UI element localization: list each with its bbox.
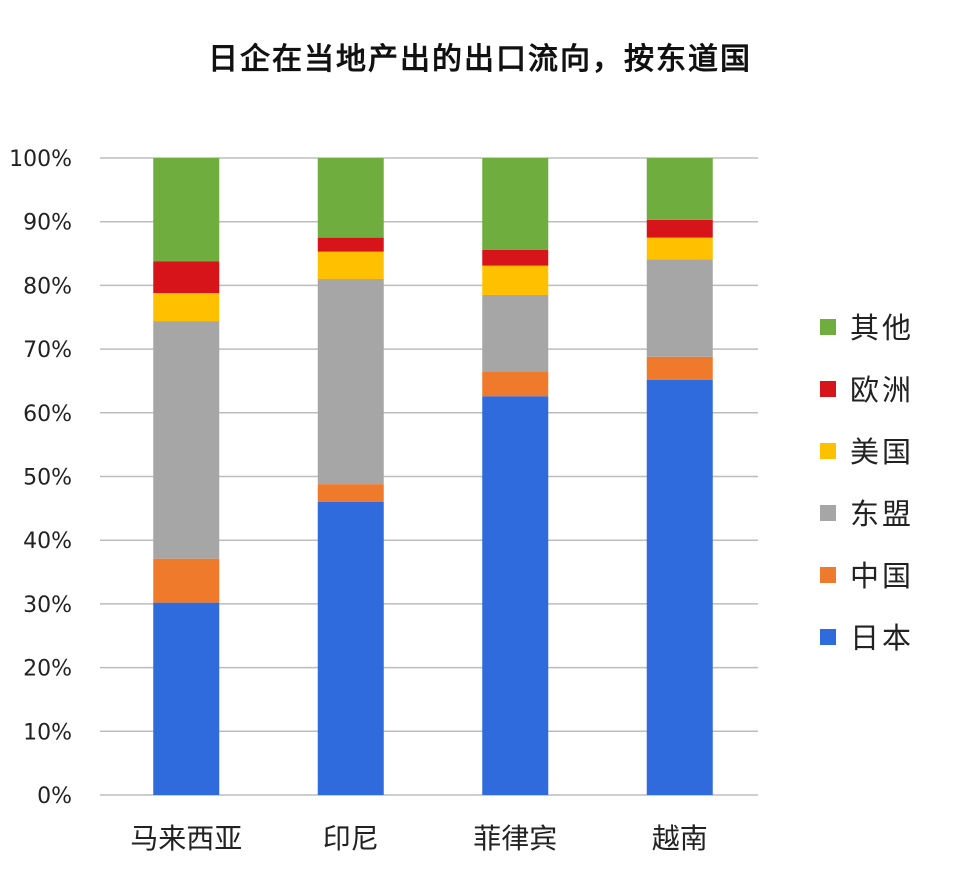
bar-segment (153, 261, 220, 294)
x-category-label: 菲律宾 (473, 822, 557, 855)
bar-segment (317, 158, 384, 238)
bar-segment (317, 251, 384, 280)
bar-segment (317, 279, 384, 485)
bar-segment (482, 294, 549, 372)
legend-label: 东盟 (850, 497, 914, 531)
bar-segment (646, 158, 713, 220)
bar-segment (317, 484, 384, 502)
bar-segment (317, 237, 384, 252)
legend-label: 日本 (850, 621, 914, 655)
chart-title: 日企在当地产出的出口流向，按东道国 (208, 42, 752, 77)
y-axis-ticks: 0% 10% 20% 30% 40% 50% 60% 70% 80% 90% 100% (9, 147, 72, 809)
legend-label: 欧洲 (850, 373, 914, 407)
bar-segment (153, 293, 220, 322)
y-tick-label: 40% (23, 529, 72, 554)
x-axis-categories: 马来西亚 印尼 菲律宾 越南 (130, 822, 708, 855)
bar-segment (153, 558, 220, 603)
bar-segment (482, 158, 549, 250)
legend-swatch (820, 505, 836, 521)
legend-swatch (820, 443, 836, 459)
bar-segment (317, 501, 384, 795)
legend-label: 中国 (850, 559, 914, 593)
x-category-label: 印尼 (323, 822, 379, 855)
legend-label: 其他 (850, 311, 914, 345)
bar-segment (646, 356, 713, 380)
bar-segment (646, 379, 713, 795)
y-tick-label: 70% (23, 338, 72, 363)
bar-segment (482, 265, 549, 295)
y-tick-label: 50% (23, 466, 72, 491)
bar-segment (646, 219, 713, 238)
y-tick-label: 20% (23, 657, 72, 682)
x-category-label: 马来西亚 (130, 822, 242, 855)
y-tick-label: 80% (23, 274, 72, 299)
legend-swatch (820, 319, 836, 335)
bar-segment (482, 396, 549, 795)
bars (153, 158, 713, 795)
bar-segment (153, 158, 220, 262)
y-tick-label: 90% (23, 211, 72, 236)
bar-segment (646, 259, 713, 357)
legend-swatch (820, 381, 836, 397)
y-tick-label: 10% (23, 720, 72, 745)
bar-segment (482, 249, 549, 266)
bar-segment (646, 237, 713, 260)
y-tick-label: 30% (23, 593, 72, 618)
bar-segment (153, 602, 220, 795)
legend-swatch (820, 629, 836, 645)
y-tick-label: 60% (23, 402, 72, 427)
bar-segment (482, 371, 549, 397)
legend-swatch (820, 567, 836, 583)
legend-label: 美国 (850, 435, 914, 469)
y-tick-label: 0% (37, 784, 72, 809)
bar-segment (153, 321, 220, 559)
y-tick-label: 100% (9, 147, 72, 172)
x-category-label: 越南 (652, 822, 708, 855)
